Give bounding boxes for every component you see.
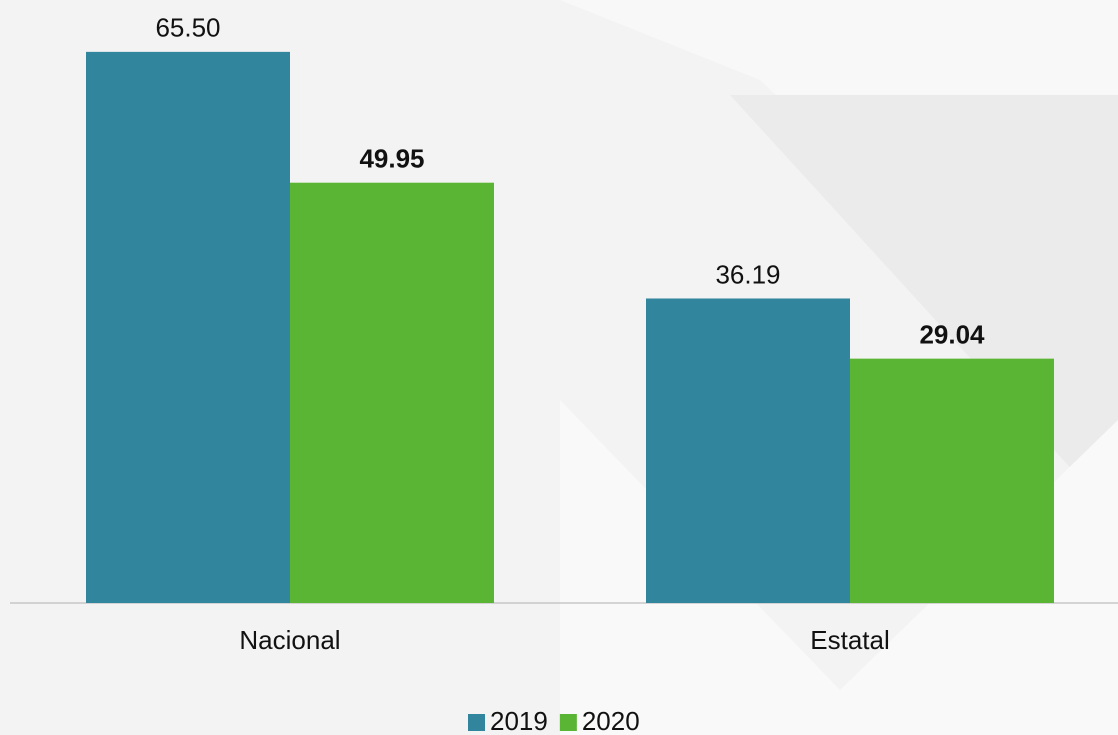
value-label: 36.19 <box>715 259 780 289</box>
value-label: 29.04 <box>919 320 985 350</box>
bar <box>86 51 290 604</box>
bar <box>646 298 850 603</box>
legend-swatch <box>468 714 485 731</box>
legend-label: 2019 <box>490 706 548 735</box>
bar <box>850 358 1054 603</box>
x-tick-label: Nacional <box>239 625 340 655</box>
value-label: 49.95 <box>359 144 424 174</box>
legend-label: 2020 <box>582 706 640 735</box>
value-label: 65.50 <box>155 13 220 43</box>
x-tick-label: Estatal <box>810 625 890 655</box>
background-shape <box>560 400 1118 735</box>
bar <box>290 182 494 603</box>
legend-swatch <box>559 714 577 731</box>
